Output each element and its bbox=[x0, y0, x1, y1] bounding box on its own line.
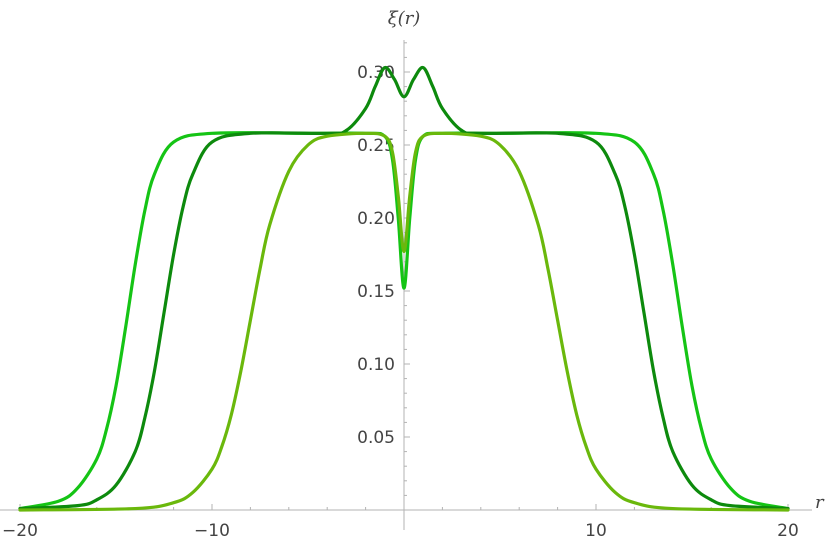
y-tick-label: 0.10 bbox=[357, 355, 395, 375]
x-tick-label: 20 bbox=[777, 521, 799, 541]
y-axis-label: ξ(r) bbox=[388, 8, 421, 29]
y-tick-label: 0.20 bbox=[357, 209, 395, 229]
y-tick-label: 0.05 bbox=[357, 428, 395, 448]
x-ticks: −20 −10 10 20 bbox=[2, 504, 799, 541]
series-line-3 bbox=[18, 131, 790, 512]
x-tick-label: −20 bbox=[2, 521, 38, 541]
minor-ticks bbox=[57, 42, 751, 510]
y-ticks: 0.050.100.150.200.250.30 bbox=[357, 63, 410, 448]
x-tick-label: 10 bbox=[585, 521, 607, 541]
y-tick-label: 0.25 bbox=[357, 136, 395, 156]
series-line-1 bbox=[18, 131, 790, 511]
series-layer bbox=[18, 65, 790, 512]
x-tick-label: −10 bbox=[194, 521, 230, 541]
y-tick-label: 0.15 bbox=[357, 282, 395, 302]
x-axis-label: r bbox=[815, 492, 825, 513]
series-line-2 bbox=[18, 65, 790, 511]
